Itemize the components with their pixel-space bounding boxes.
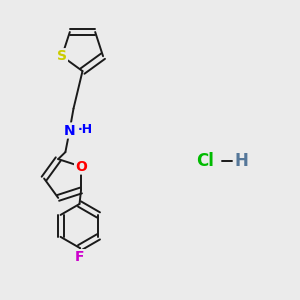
Text: S: S <box>57 49 67 63</box>
Text: ·H: ·H <box>78 123 93 136</box>
Text: Cl: Cl <box>196 152 214 169</box>
Text: F: F <box>75 250 84 264</box>
Text: N: N <box>64 124 75 137</box>
Text: H: H <box>235 152 248 169</box>
Text: O: O <box>75 160 87 173</box>
